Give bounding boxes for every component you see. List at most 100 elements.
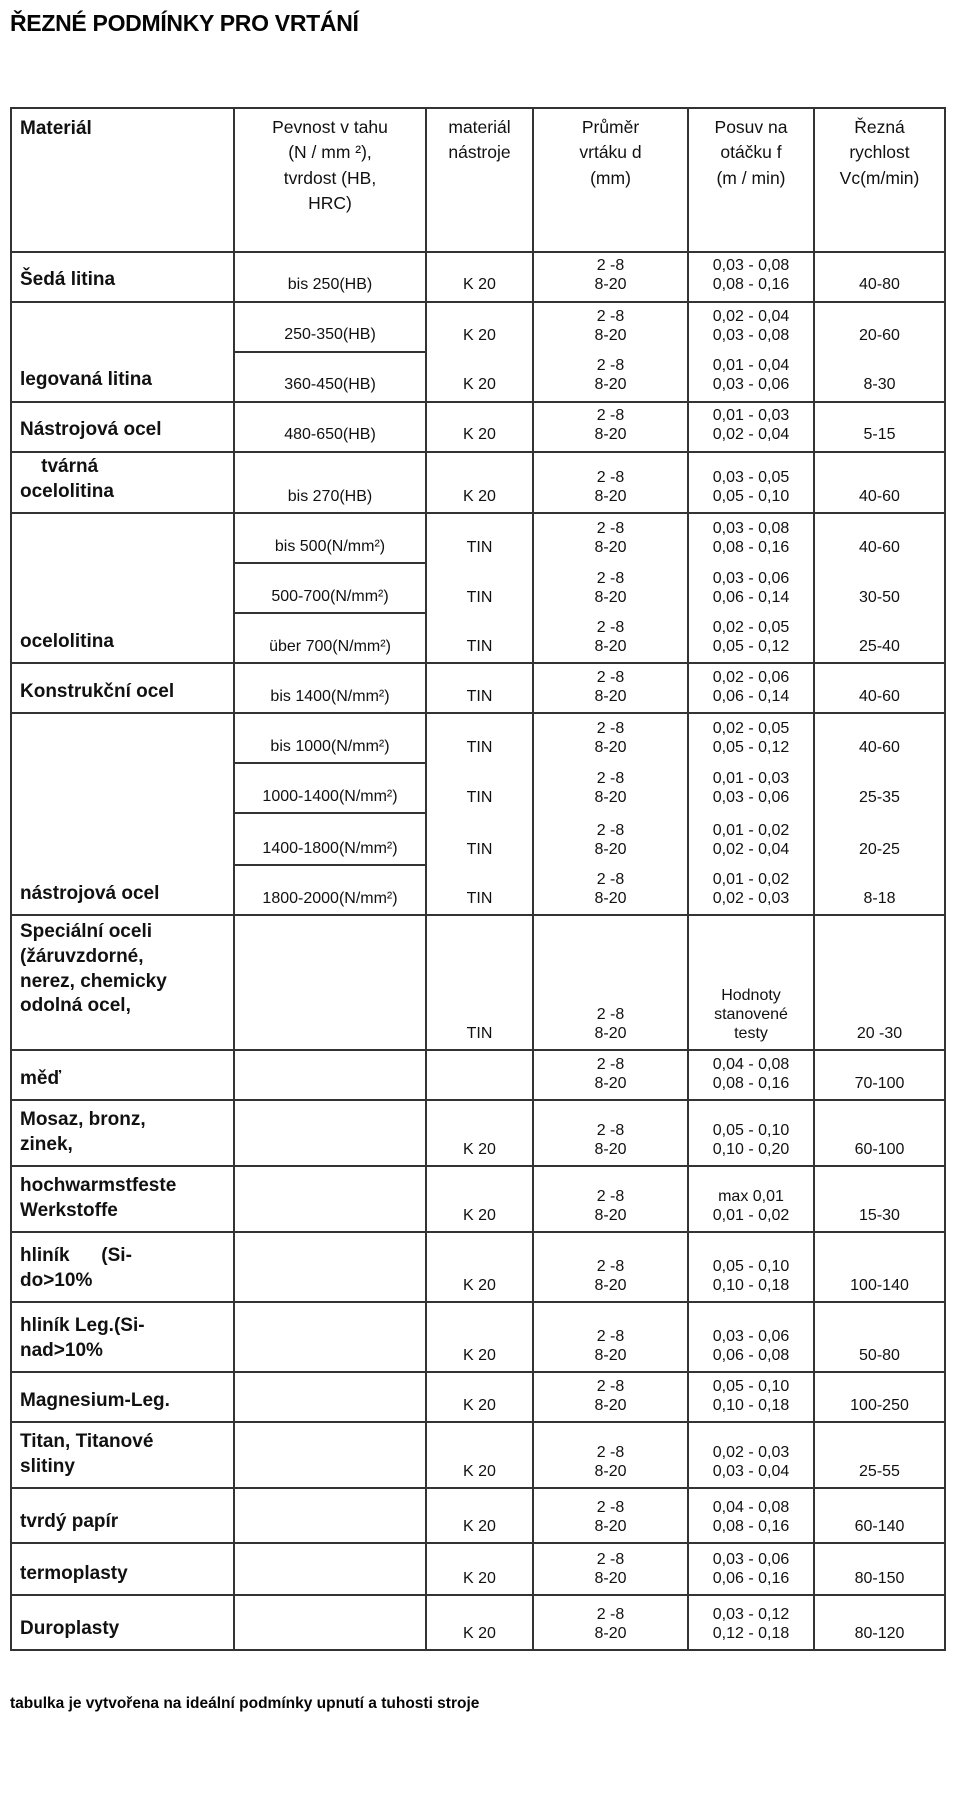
cell-nastroj: TIN <box>425 563 534 614</box>
cell-rychlost: 80-120 <box>813 1595 946 1652</box>
cell-material: ocelolitina <box>10 513 235 665</box>
cell-pevnost: 500-700(N/mm²) <box>233 563 427 615</box>
table-row: termoplasty K 20 2 -8 8-20 0,03 - 0,06 0,06… <box>10 1543 946 1597</box>
table-row: ocelolitina bis 500(N/mm²) TIN 2 -8 8-20 0,0… <box>10 513 946 665</box>
cell-pevnost: 480-650(HB) <box>233 402 427 453</box>
cell-nastroj: K 20 <box>425 402 534 453</box>
table-row: Speciální oceli (žáruvzdorné, nerez, che… <box>10 915 946 1052</box>
cell-prumer: 2 -8 8-20 <box>532 1595 689 1652</box>
cell-material: termoplasty <box>10 1543 235 1597</box>
cell-prumer: 2 -8 8-20 <box>532 1488 689 1545</box>
cell-pevnost <box>233 1232 427 1304</box>
cell-posuv: 0,01 - 0,02 0,02 - 0,03 <box>687 865 815 917</box>
cell-rychlost: 20-25 <box>813 813 946 866</box>
table-row: legovaná litina 250-350(HB) K 20 2 -8 8-20 0… <box>10 302 946 403</box>
cell-nastroj: TIN <box>425 613 534 665</box>
column-header-rychlost: Řezná rychlost Vc(m/min) <box>813 108 946 253</box>
cell-pevnost <box>233 915 427 1052</box>
cell-posuv: 0,01 - 0,03 0,03 - 0,06 <box>687 763 815 814</box>
cell-rychlost: 40-60 <box>813 663 946 715</box>
cell-prumer: 2 -8 8-20 <box>532 1372 689 1424</box>
cell-prumer: 2 -8 8-20 <box>532 713 689 764</box>
cell-nastroj: K 20 <box>425 1488 534 1545</box>
table-row: tvrdý papír K 20 2 -8 8-20 0,04 - 0,08 0,08… <box>10 1488 946 1545</box>
cell-rychlost: 8-18 <box>813 865 946 917</box>
cell-posuv: 0,03 - 0,05 0,05 - 0,10 <box>687 452 815 515</box>
cell-nastroj: TIN <box>425 713 534 764</box>
cell-posuv: 0,03 - 0,12 0,12 - 0,18 <box>687 1595 815 1652</box>
cell-rychlost: 40-60 <box>813 513 946 564</box>
cell-prumer: 2 -8 8-20 <box>532 1100 689 1168</box>
cell-material: Nástrojová ocel <box>10 402 235 453</box>
cell-pevnost: 1400-1800(N/mm²) <box>233 813 427 867</box>
cell-prumer: 2 -8 8-20 <box>532 513 689 564</box>
cell-prumer: 2 -8 8-20 <box>532 563 689 614</box>
cell-posuv: 0,05 - 0,10 0,10 - 0,18 <box>687 1372 815 1424</box>
table-row: hliník Leg.(Si- nad>10% K 20 2 -8 8-20 0,03… <box>10 1302 946 1374</box>
cell-nastroj: K 20 <box>425 1595 534 1652</box>
cell-prumer: 2 -8 8-20 <box>532 452 689 515</box>
column-header-prumer: Průměr vrtáku d (mm) <box>532 108 689 253</box>
table-row: 500-700(N/mm²) TIN 2 -8 8-20 0,03 - 0,06 0,… <box>11 563 946 615</box>
cell-nastroj: K 20 <box>425 252 534 303</box>
cell-prumer: 2 -8 8-20 <box>532 1232 689 1304</box>
cell-material: Magnesium-Leg. <box>10 1372 235 1424</box>
cell-posuv: 0,02 - 0,06 0,06 - 0,14 <box>687 663 815 715</box>
cell-rychlost: 25-40 <box>813 613 946 665</box>
cell-pevnost: bis 270(HB) <box>233 452 427 515</box>
cell-posuv: 0,03 - 0,06 0,06 - 0,14 <box>687 563 815 614</box>
table-row: Magnesium-Leg. K 20 2 -8 8-20 0,05 - 0,10 0… <box>10 1372 946 1424</box>
cell-posuv: 0,03 - 0,08 0,08 - 0,16 <box>687 252 815 303</box>
cell-pevnost <box>233 1595 427 1652</box>
cell-rychlost: 80-150 <box>813 1543 946 1597</box>
cell-prumer: 2 -8 8-20 <box>532 1050 689 1102</box>
cell-prumer: 2 -8 8-20 <box>532 663 689 715</box>
table-row: hochwarmstfeste Werkstoffe K 20 2 -8 8-20 m… <box>10 1166 946 1234</box>
cell-nastroj: K 20 <box>425 1302 534 1374</box>
cell-nastroj: K 20 <box>425 302 534 352</box>
cell-pevnost <box>233 1166 427 1234</box>
cell-prumer: 2 -8 8-20 <box>532 252 689 303</box>
cell-nastroj: TIN <box>425 513 534 564</box>
table-row: Nástrojová ocel 480-650(HB) K 20 2 -8 8-20 0… <box>10 402 946 453</box>
cell-prumer: 2 -8 8-20 <box>532 352 689 403</box>
cell-posuv: 0,01 - 0,02 0,02 - 0,04 <box>687 813 815 866</box>
cell-material: tvárná ocelolitina <box>10 452 235 515</box>
table-row: Mosaz, bronz, zinek, K 20 2 -8 8-20 0,05 - … <box>10 1100 946 1168</box>
cell-rychlost: 40-60 <box>813 713 946 764</box>
table-row: hliník (Si- do>10% K 20 2 -8 8-20 0,05 - 0,… <box>10 1232 946 1304</box>
cell-posuv: 0,03 - 0,08 0,08 - 0,16 <box>687 513 815 564</box>
column-header-pevnost: Pevnost v tahu (N / mm ²), tvrdost (HB, … <box>233 108 427 253</box>
cell-nastroj: TIN <box>425 813 534 866</box>
cell-prumer: 2 -8 8-20 <box>532 915 689 1052</box>
cell-rychlost: 50-80 <box>813 1302 946 1374</box>
cell-pevnost: bis 250(HB) <box>233 252 427 303</box>
cell-nastroj: TIN <box>425 663 534 715</box>
header-row: Materiál Pevnost v tahu (N / mm ²), tvrdo… <box>10 108 946 253</box>
cell-posuv: 0,05 - 0,10 0,10 - 0,20 <box>687 1100 815 1168</box>
cell-prumer: 2 -8 8-20 <box>532 813 689 866</box>
cell-posuv: 0,01 - 0,03 0,02 - 0,04 <box>687 402 815 453</box>
table-row: Konstrukční ocel bis 1400(N/mm²) TIN 2 -8 8… <box>10 663 946 715</box>
table-row: nástrojová ocel bis 1000(N/mm²) TIN 2 -8 8-… <box>10 713 946 917</box>
cell-posuv: Hodnoty stanovené testy <box>687 915 815 1052</box>
cell-prumer: 2 -8 8-20 <box>532 402 689 453</box>
cell-material: hliník Leg.(Si- nad>10% <box>10 1302 235 1374</box>
cell-material: hliník (Si- do>10% <box>10 1232 235 1304</box>
cutting-conditions-table: Materiál Pevnost v tahu (N / mm ²), tvrdo… <box>10 107 946 1652</box>
table-row: Duroplasty K 20 2 -8 8-20 0,03 - 0,12 0,12 … <box>10 1595 946 1652</box>
cell-rychlost: 25-35 <box>813 763 946 814</box>
cell-posuv: max 0,01 0,01 - 0,02 <box>687 1166 815 1234</box>
cell-prumer: 2 -8 8-20 <box>532 763 689 814</box>
cell-posuv: 0,02 - 0,04 0,03 - 0,08 <box>687 302 815 352</box>
cell-material: Mosaz, bronz, zinek, <box>10 1100 235 1168</box>
cell-material: Duroplasty <box>10 1595 235 1652</box>
cell-posuv: 0,04 - 0,08 0,08 - 0,16 <box>687 1488 815 1545</box>
cell-nastroj: K 20 <box>425 1372 534 1424</box>
table-row: Titan, Titanové slitiny K 20 2 -8 8-20 0,02… <box>10 1422 946 1490</box>
cell-pevnost <box>233 1302 427 1374</box>
cell-rychlost: 8-30 <box>813 352 946 403</box>
cell-posuv: 0,03 - 0,06 0,06 - 0,08 <box>687 1302 815 1374</box>
cell-prumer: 2 -8 8-20 <box>532 1302 689 1374</box>
table-body: Šedá litina bis 250(HB) K 20 2 -8 8-20 0,03 … <box>10 252 946 1652</box>
